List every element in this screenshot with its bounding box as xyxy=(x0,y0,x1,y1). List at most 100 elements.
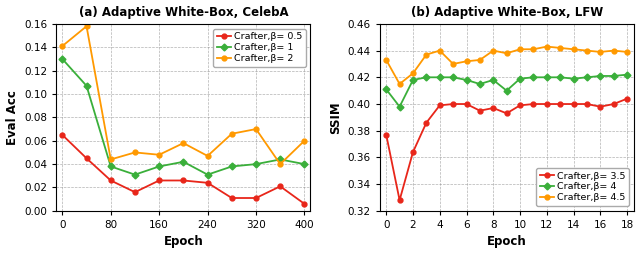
Crafter,β= 3.5 xyxy=(543,103,550,106)
Crafter,β= 3.5 xyxy=(490,106,497,109)
Crafter,β= 4 xyxy=(583,76,591,79)
Crafter,β= 3.5 xyxy=(610,103,618,106)
Crafter,β= 4.5 xyxy=(422,53,430,56)
Crafter,β= 4 xyxy=(543,76,550,79)
Legend: Crafter,β= 0.5, Crafter,β= 1, Crafter,β= 2: Crafter,β= 0.5, Crafter,β= 1, Crafter,β=… xyxy=(213,29,306,67)
Crafter,β= 4 xyxy=(449,76,457,79)
X-axis label: Epoch: Epoch xyxy=(487,235,527,248)
Crafter,β= 3.5 xyxy=(623,97,631,100)
Line: Crafter,β= 1: Crafter,β= 1 xyxy=(60,57,307,177)
Line: Crafter,β= 4: Crafter,β= 4 xyxy=(384,72,630,109)
Crafter,β= 0.5 xyxy=(156,179,163,182)
Crafter,β= 4.5 xyxy=(543,45,550,48)
Crafter,β= 1 xyxy=(58,57,66,60)
Crafter,β= 2 xyxy=(180,141,188,145)
Crafter,β= 4.5 xyxy=(596,50,604,53)
Crafter,β= 4.5 xyxy=(382,58,390,61)
Crafter,β= 4 xyxy=(463,78,470,82)
Crafter,β= 4.5 xyxy=(529,48,537,51)
Crafter,β= 4.5 xyxy=(623,50,631,53)
Crafter,β= 3.5 xyxy=(503,112,511,115)
Crafter,β= 4 xyxy=(556,76,564,79)
Crafter,β= 4 xyxy=(570,77,577,80)
Crafter,β= 4.5 xyxy=(556,46,564,50)
Legend: Crafter,β= 3.5, Crafter,β= 4, Crafter,β= 4.5: Crafter,β= 3.5, Crafter,β= 4, Crafter,β=… xyxy=(536,168,629,206)
Line: Crafter,β= 4.5: Crafter,β= 4.5 xyxy=(384,44,630,86)
Crafter,β= 3.5 xyxy=(382,133,390,136)
Title: (a) Adaptive White-Box, CelebA: (a) Adaptive White-Box, CelebA xyxy=(79,6,288,19)
Crafter,β= 4 xyxy=(396,105,403,108)
Crafter,β= 0.5 xyxy=(276,185,284,188)
Crafter,β= 4 xyxy=(490,78,497,82)
Crafter,β= 4 xyxy=(503,89,511,92)
Crafter,β= 1 xyxy=(252,163,260,166)
Crafter,β= 3.5 xyxy=(463,103,470,106)
Crafter,β= 2 xyxy=(204,154,211,157)
Crafter,β= 0.5 xyxy=(301,202,308,205)
Crafter,β= 4 xyxy=(610,74,618,77)
Crafter,β= 1 xyxy=(180,160,188,163)
Crafter,β= 2 xyxy=(131,151,139,154)
Crafter,β= 0.5 xyxy=(131,191,139,194)
Crafter,β= 1 xyxy=(107,165,115,168)
Line: Crafter,β= 3.5: Crafter,β= 3.5 xyxy=(384,96,630,203)
Crafter,β= 4 xyxy=(436,76,444,79)
Crafter,β= 4 xyxy=(409,78,417,82)
Crafter,β= 3.5 xyxy=(583,103,591,106)
Crafter,β= 1 xyxy=(156,165,163,168)
Crafter,β= 2 xyxy=(83,25,90,28)
Crafter,β= 0.5 xyxy=(107,179,115,182)
Crafter,β= 3.5 xyxy=(476,109,484,112)
Crafter,β= 4.5 xyxy=(436,49,444,52)
Crafter,β= 1 xyxy=(83,84,90,87)
Crafter,β= 4.5 xyxy=(396,83,403,86)
Crafter,β= 2 xyxy=(58,44,66,47)
Crafter,β= 4 xyxy=(422,76,430,79)
Crafter,β= 4.5 xyxy=(449,62,457,66)
Crafter,β= 0.5 xyxy=(58,133,66,136)
Crafter,β= 3.5 xyxy=(556,103,564,106)
Crafter,β= 4 xyxy=(476,83,484,86)
Y-axis label: SSIM: SSIM xyxy=(329,101,342,134)
Crafter,β= 1 xyxy=(228,165,236,168)
Title: (b) Adaptive White-Box, LFW: (b) Adaptive White-Box, LFW xyxy=(410,6,603,19)
Crafter,β= 3.5 xyxy=(436,104,444,107)
Line: Crafter,β= 0.5: Crafter,β= 0.5 xyxy=(60,133,307,206)
Crafter,β= 4 xyxy=(382,88,390,91)
Crafter,β= 3.5 xyxy=(516,104,524,107)
Crafter,β= 0.5 xyxy=(228,197,236,200)
Crafter,β= 2 xyxy=(156,153,163,156)
Crafter,β= 0.5 xyxy=(83,157,90,160)
Crafter,β= 1 xyxy=(131,173,139,176)
Crafter,β= 1 xyxy=(276,158,284,161)
Crafter,β= 2 xyxy=(228,132,236,135)
Crafter,β= 2 xyxy=(107,158,115,161)
Crafter,β= 4.5 xyxy=(583,49,591,52)
Crafter,β= 3.5 xyxy=(409,151,417,154)
Crafter,β= 2 xyxy=(252,128,260,131)
Crafter,β= 4.5 xyxy=(516,48,524,51)
Crafter,β= 4.5 xyxy=(409,72,417,75)
Crafter,β= 3.5 xyxy=(449,103,457,106)
Crafter,β= 4.5 xyxy=(490,49,497,52)
Crafter,β= 3.5 xyxy=(422,121,430,124)
Crafter,β= 4 xyxy=(516,77,524,80)
Crafter,β= 2 xyxy=(301,139,308,142)
Crafter,β= 4.5 xyxy=(610,49,618,52)
Crafter,β= 4.5 xyxy=(570,48,577,51)
Crafter,β= 4.5 xyxy=(503,52,511,55)
Crafter,β= 3.5 xyxy=(396,199,403,202)
Crafter,β= 4 xyxy=(529,76,537,79)
Crafter,β= 4.5 xyxy=(476,58,484,61)
Crafter,β= 4 xyxy=(623,73,631,76)
Crafter,β= 2 xyxy=(276,163,284,166)
Crafter,β= 3.5 xyxy=(529,103,537,106)
X-axis label: Epoch: Epoch xyxy=(163,235,204,248)
Crafter,β= 3.5 xyxy=(570,103,577,106)
Crafter,β= 0.5 xyxy=(180,179,188,182)
Crafter,β= 1 xyxy=(301,163,308,166)
Crafter,β= 3.5 xyxy=(596,105,604,108)
Crafter,β= 4.5 xyxy=(463,60,470,63)
Crafter,β= 1 xyxy=(204,173,211,176)
Crafter,β= 0.5 xyxy=(252,197,260,200)
